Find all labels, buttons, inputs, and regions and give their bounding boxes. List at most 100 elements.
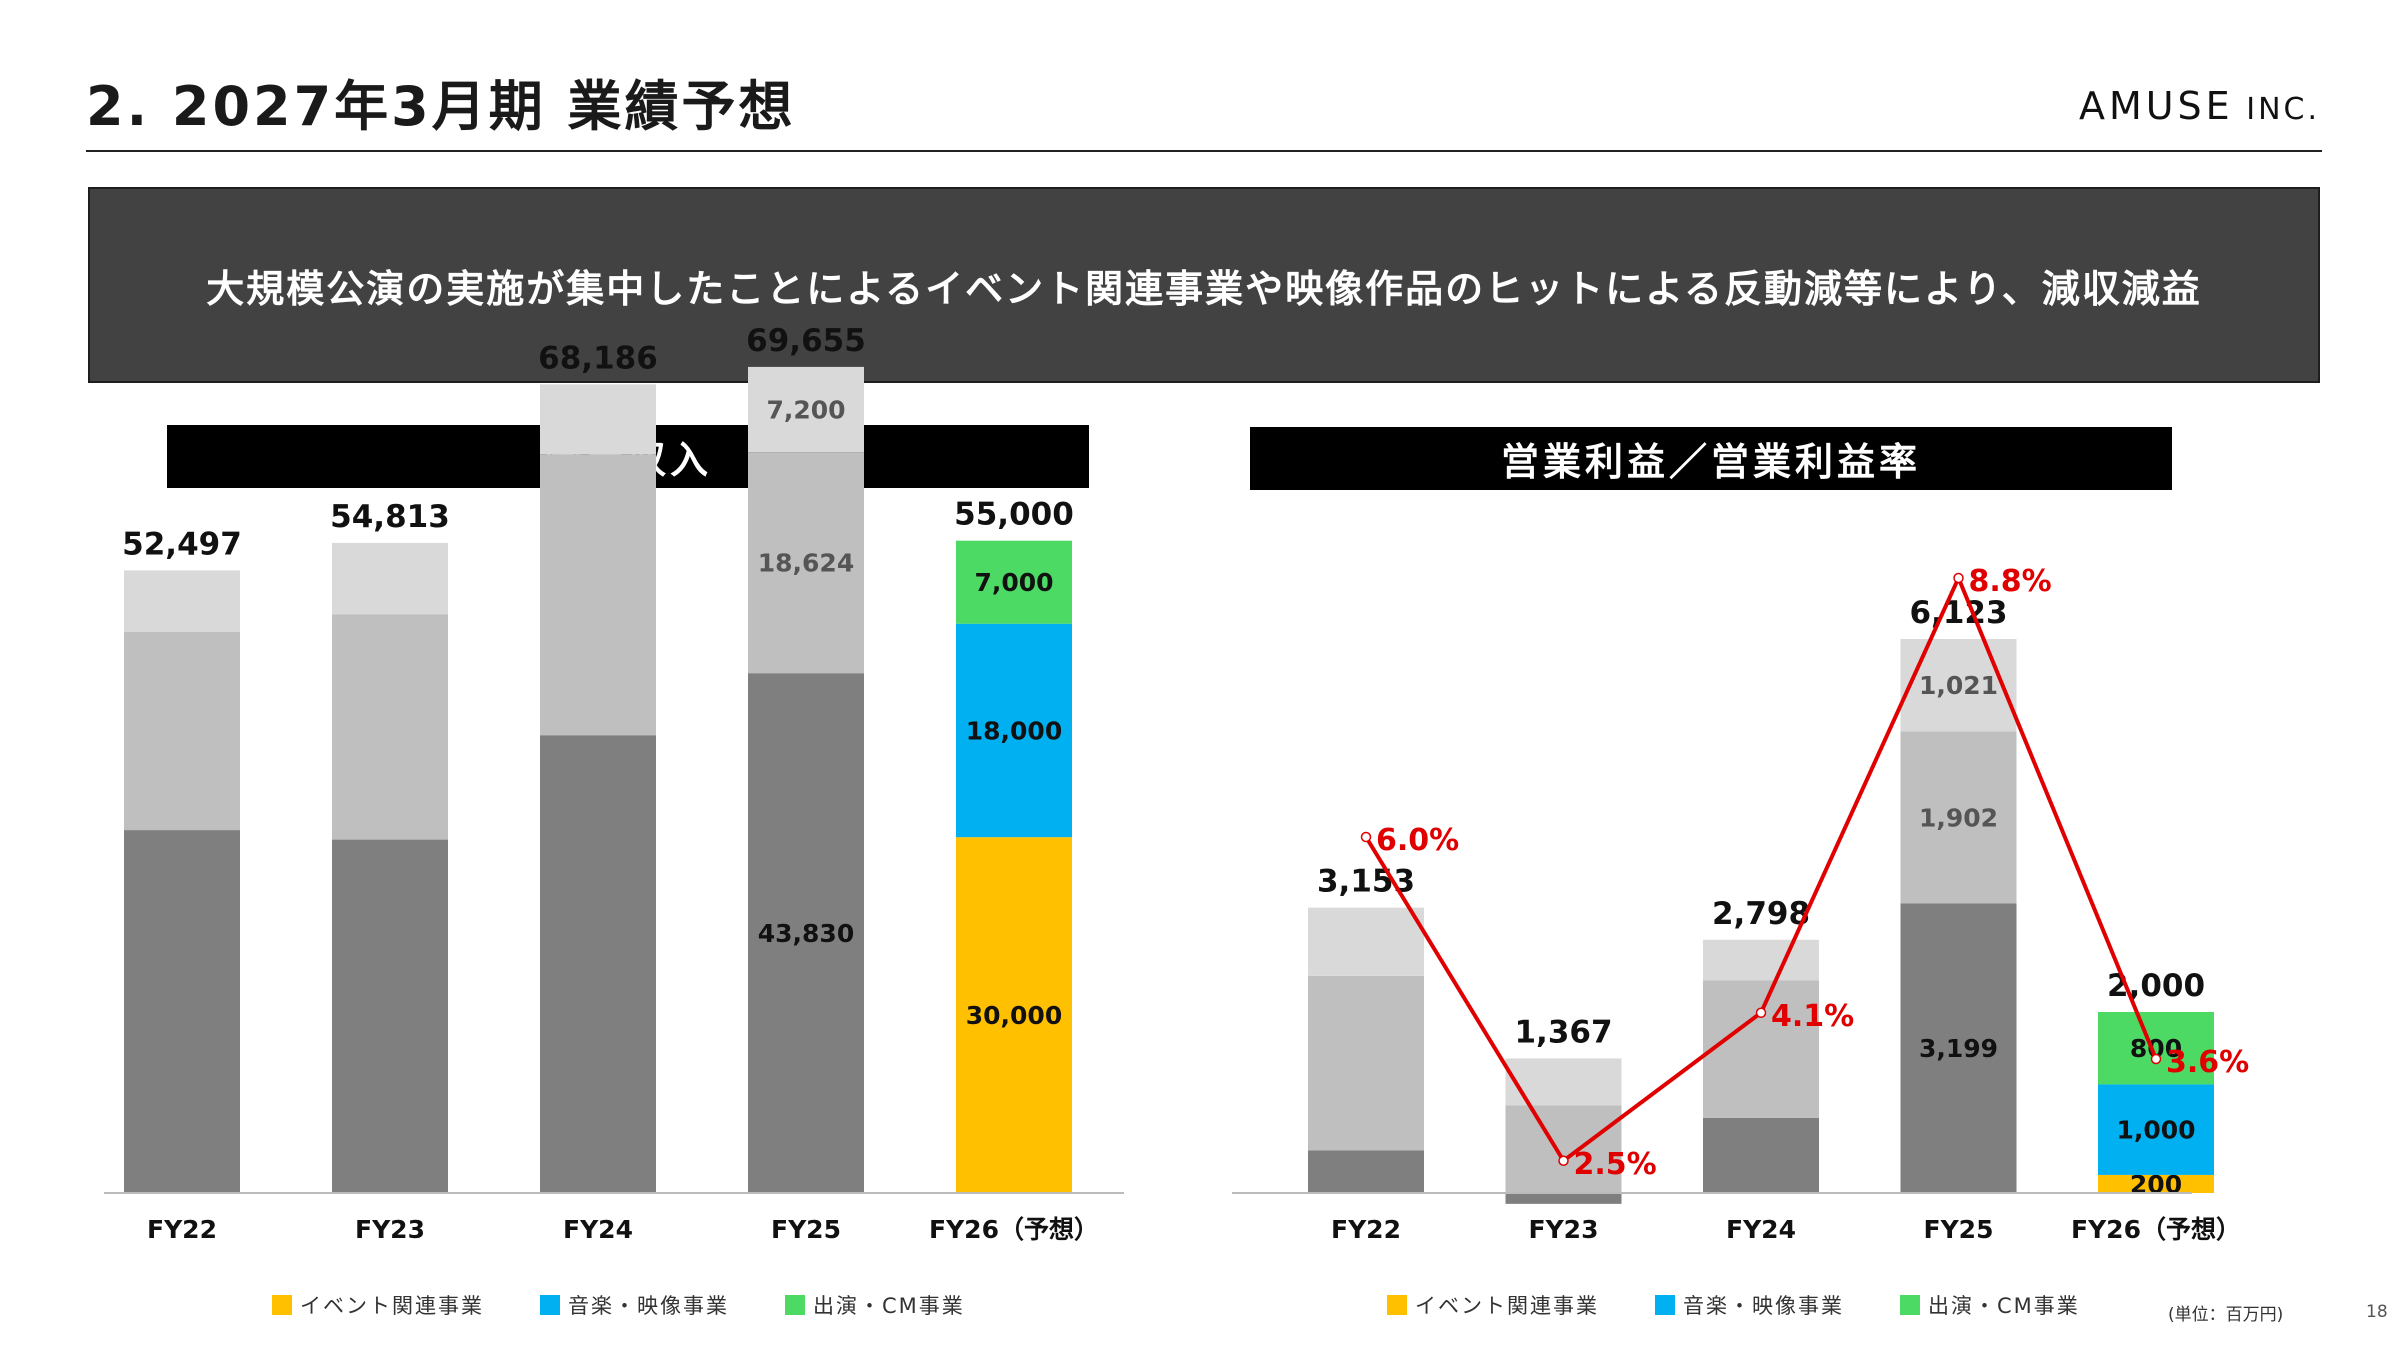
revenue-bar-fy22-seg1 — [124, 632, 240, 831]
revenue-segment-label: 7,200 — [766, 396, 845, 425]
profit-bar-fy23-seg2 — [1505, 1058, 1622, 1106]
revenue-bar-fy25-seg2 — [748, 366, 864, 453]
margin-point — [1558, 1155, 1569, 1166]
legend-swatch-media — [785, 1295, 805, 1315]
margin-label: 3.6% — [2166, 1045, 2249, 1080]
revenue-bar-fy23-seg1 — [332, 614, 448, 840]
revenue-bar-fy25-seg1 — [748, 452, 864, 674]
revenue-bar-fy24-seg0 — [540, 735, 656, 1193]
logo-main: AMUSE — [2078, 84, 2234, 128]
revenue-category-label: FY22 — [147, 1215, 217, 1244]
profit-bar-fy24-seg1 — [1703, 980, 1819, 1118]
revenue-segment-label: 43,830 — [758, 919, 854, 948]
legend-item-media: 出演・CM事業 — [785, 1290, 965, 1320]
margin-point — [1953, 572, 1964, 584]
profit-bar-fy22-seg2 — [1308, 907, 1424, 976]
summary-banner-text: 大規模公演の実施が集中したことによるイベント関連事業や映像作品のヒットによる反動… — [206, 266, 2202, 311]
margin-point — [1755, 1007, 1767, 1018]
profit-bar-fy23-seg0 — [1505, 1193, 1622, 1204]
legend-swatch-media — [1900, 1295, 1920, 1315]
profit-bar-fy22-seg1 — [1308, 975, 1424, 1151]
profit-bar-fy22-seg0 — [1308, 1150, 1424, 1193]
legend-label-event: イベント関連事業 — [1415, 1294, 1599, 1318]
title-divider — [86, 150, 2322, 152]
unit-note: (単位：百万円) — [2168, 1305, 2284, 1325]
revenue-bar-fy26-seg1 — [956, 623, 1072, 838]
revenue-total-label: 68,186 — [538, 340, 658, 376]
summary-banner: 大規模公演の実施が集中したことによるイベント関連事業や映像作品のヒットによる反動… — [88, 187, 2320, 383]
profit-segment-label: 3,199 — [1919, 1034, 1998, 1063]
revenue-segment-label: 18,624 — [758, 549, 854, 578]
profit-category-label: FY22 — [1331, 1215, 1401, 1244]
legend-label-music: 音楽・映像事業 — [568, 1294, 729, 1318]
profit-total-label: 6,123 — [1909, 595, 2007, 631]
profit-bar-fy25-seg2 — [1900, 638, 2017, 732]
margin-label: 2.5% — [1574, 1147, 1657, 1182]
revenue-bar-fy23-seg0 — [332, 839, 448, 1193]
revenue-bar-fy25-seg0 — [748, 673, 864, 1193]
profit-total-label: 1,367 — [1514, 1014, 1612, 1050]
margin-point — [2150, 1053, 2162, 1065]
revenue-bar-fy24-seg1 — [540, 454, 656, 736]
legend-item-event: イベント関連事業 — [272, 1290, 484, 1320]
legend-swatch-event — [1387, 1295, 1407, 1315]
profit-bar-fy26-seg2 — [2098, 1012, 2214, 1085]
profit-segment-label: 1,902 — [1919, 803, 1998, 832]
legend-item-music: 音楽・映像事業 — [1655, 1290, 1844, 1320]
revenue-bar-fy22-seg0 — [124, 830, 240, 1193]
revenue-segment-label: 7,000 — [974, 568, 1053, 597]
profit-category-label: FY23 — [1529, 1215, 1599, 1244]
profit-bar-fy24-seg2 — [1703, 939, 1819, 981]
profit-category-label: FY24 — [1726, 1215, 1796, 1244]
revenue-total-label: 54,813 — [330, 499, 450, 535]
revenue-total-label: 55,000 — [954, 497, 1074, 533]
revenue-category-label: FY23 — [355, 1215, 425, 1244]
margin-point — [1360, 831, 1372, 843]
profit-legend: イベント関連事業 音楽・映像事業 出演・CM事業 — [1387, 1290, 2080, 1320]
profit-segment-label: 1,021 — [1919, 671, 1998, 700]
company-logo: AMUSE INC. — [2079, 84, 2320, 128]
legend-item-music: 音楽・映像事業 — [540, 1290, 729, 1320]
legend-item-event: イベント関連事業 — [1387, 1290, 1599, 1320]
legend-label-music: 音楽・映像事業 — [1683, 1294, 1844, 1318]
revenue-bar-fy26-seg2 — [956, 540, 1072, 624]
profit-bar-fy26-seg1 — [2098, 1084, 2214, 1175]
revenue-bar-fy22-seg2 — [124, 570, 240, 633]
revenue-bar-fy26-seg0 — [956, 837, 1072, 1193]
revenue-category-label: FY24 — [563, 1215, 633, 1244]
page-title: 2. 2027年3月期 業績予想 — [86, 75, 796, 138]
profit-chart-title: 営業利益／営業利益率 — [1250, 427, 2172, 490]
margin-label: 8.8% — [1969, 564, 2052, 599]
profit-category-label: FY26（予想） — [2071, 1215, 2241, 1244]
revenue-segment-label: 18,000 — [966, 716, 1062, 745]
logo-suffix: INC. — [2233, 92, 2320, 127]
margin-label: 4.1% — [1771, 999, 1854, 1034]
legend-label-event: イベント関連事業 — [300, 1294, 484, 1318]
revenue-bar-fy24-seg2 — [540, 384, 656, 455]
profit-bar-fy25-seg1 — [1900, 731, 2017, 904]
legend-item-media: 出演・CM事業 — [1900, 1290, 2080, 1320]
profit-bar-fy25-seg0 — [1900, 903, 2017, 1193]
legend-label-media: 出演・CM事業 — [1928, 1294, 2080, 1318]
profit-total-label: 2,798 — [1712, 896, 1810, 932]
revenue-category-label: FY26（予想） — [929, 1215, 1099, 1244]
profit-total-label: 2,000 — [2107, 968, 2205, 1004]
legend-label-media: 出演・CM事業 — [813, 1294, 965, 1318]
margin-label: 6.0% — [1376, 823, 1459, 858]
profit-category-label: FY25 — [1924, 1215, 1994, 1244]
profit-bar-fy24-seg0 — [1703, 1117, 1819, 1193]
legend-swatch-music — [1655, 1295, 1675, 1315]
revenue-legend: イベント関連事業 音楽・映像事業 出演・CM事業 — [272, 1290, 965, 1320]
revenue-bar-fy23-seg2 — [332, 542, 448, 615]
revenue-segment-label: 30,000 — [966, 1001, 1062, 1030]
revenue-total-label: 52,497 — [122, 526, 242, 562]
profit-segment-label: 1,000 — [2116, 1116, 2195, 1145]
profit-bar-fy26-seg0 — [2098, 1174, 2214, 1193]
profit-bar-fy23-seg1 — [1505, 1105, 1622, 1193]
revenue-total-label: 69,655 — [746, 323, 866, 359]
page-number: 18 — [2366, 1302, 2388, 1322]
legend-swatch-music — [540, 1295, 560, 1315]
legend-swatch-event — [272, 1295, 292, 1315]
revenue-category-label: FY25 — [771, 1215, 841, 1244]
